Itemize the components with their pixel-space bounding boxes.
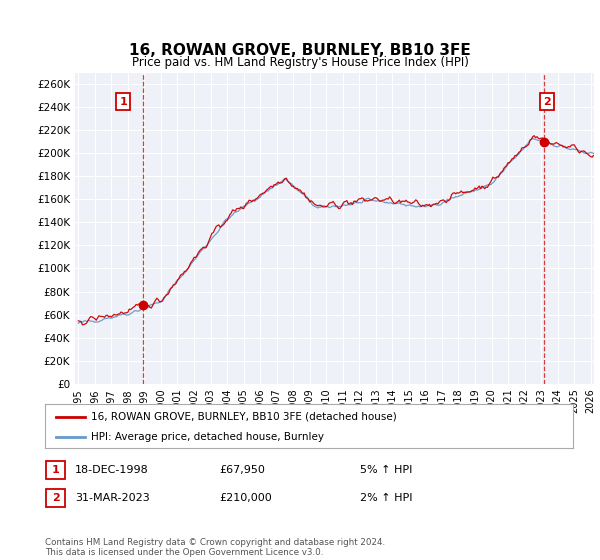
- Text: HPI: Average price, detached house, Burnley: HPI: Average price, detached house, Burn…: [91, 432, 325, 442]
- Text: 1: 1: [52, 465, 59, 475]
- Text: 2: 2: [543, 96, 551, 106]
- Text: 2: 2: [52, 493, 59, 503]
- Text: Price paid vs. HM Land Registry's House Price Index (HPI): Price paid vs. HM Land Registry's House …: [131, 56, 469, 69]
- Text: 31-MAR-2023: 31-MAR-2023: [75, 493, 150, 503]
- Text: £210,000: £210,000: [219, 493, 272, 503]
- Text: 16, ROWAN GROVE, BURNLEY, BB10 3FE (detached house): 16, ROWAN GROVE, BURNLEY, BB10 3FE (deta…: [91, 412, 397, 422]
- Text: 2% ↑ HPI: 2% ↑ HPI: [360, 493, 413, 503]
- Text: 16, ROWAN GROVE, BURNLEY, BB10 3FE: 16, ROWAN GROVE, BURNLEY, BB10 3FE: [129, 43, 471, 58]
- Text: 1: 1: [119, 96, 127, 106]
- Text: 18-DEC-1998: 18-DEC-1998: [75, 465, 149, 475]
- Text: 5% ↑ HPI: 5% ↑ HPI: [360, 465, 412, 475]
- Text: Contains HM Land Registry data © Crown copyright and database right 2024.
This d: Contains HM Land Registry data © Crown c…: [45, 538, 385, 557]
- Text: £67,950: £67,950: [219, 465, 265, 475]
